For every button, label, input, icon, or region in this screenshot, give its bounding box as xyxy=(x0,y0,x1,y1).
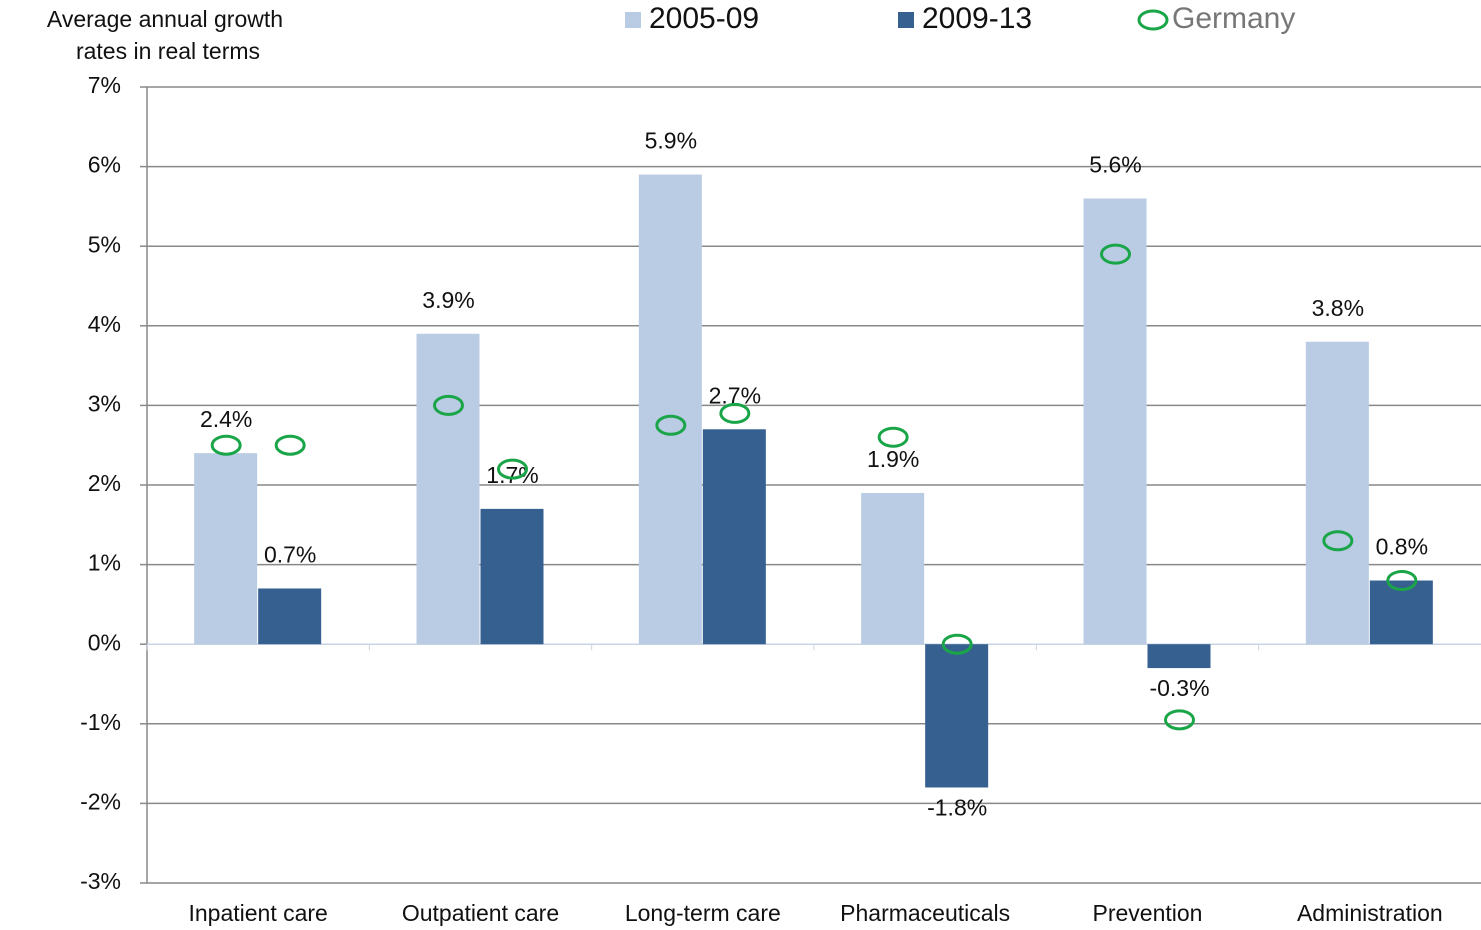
x-tick-label: Long-term care xyxy=(625,900,781,926)
bar xyxy=(1305,341,1369,645)
bar xyxy=(1083,198,1147,645)
germany-marker xyxy=(1386,570,1418,592)
x-tick-label: Prevention xyxy=(1093,900,1203,926)
data-label: 5.9% xyxy=(645,128,697,154)
data-label: -0.3% xyxy=(1149,675,1209,701)
data-label: -1.8% xyxy=(927,795,987,821)
legend-label: 2009-13 xyxy=(922,2,1032,35)
bar xyxy=(925,644,989,788)
bar xyxy=(1147,644,1211,669)
germany-marker xyxy=(1100,243,1131,265)
germany-marker xyxy=(210,434,242,456)
legend-swatch xyxy=(625,12,641,28)
bar xyxy=(416,333,480,645)
data-label: 3.8% xyxy=(1312,295,1364,321)
bar xyxy=(1369,580,1433,645)
bar xyxy=(480,508,544,645)
y-tick-label: 4% xyxy=(88,311,121,337)
x-tick-label: Pharmaceuticals xyxy=(840,900,1010,926)
bar xyxy=(702,429,766,645)
y-tick-label: 2% xyxy=(88,470,121,496)
y-tick-label: -2% xyxy=(80,788,121,814)
data-label: 1.7% xyxy=(486,462,538,488)
germany-marker xyxy=(274,434,306,456)
y-tick-label: -3% xyxy=(80,868,121,894)
germany-marker xyxy=(1164,709,1195,731)
y-tick-label: 7% xyxy=(88,72,121,98)
legend-marker xyxy=(1137,9,1169,31)
bar xyxy=(861,492,925,645)
data-label: 0.8% xyxy=(1376,534,1428,560)
y-axis-title: Average annual growth xyxy=(47,6,283,32)
y-axis-title: rates in real terms xyxy=(76,38,260,64)
data-label: 0.7% xyxy=(264,542,316,568)
y-tick-label: 3% xyxy=(88,390,121,416)
germany-marker xyxy=(719,402,751,424)
y-tick-label: 6% xyxy=(88,152,121,178)
germany-marker xyxy=(1322,530,1354,552)
germany-marker xyxy=(941,633,973,655)
germany-marker xyxy=(877,426,909,448)
y-tick-label: 1% xyxy=(88,550,121,576)
legend-label: 2005-09 xyxy=(649,2,759,35)
data-label: 5.6% xyxy=(1089,152,1141,178)
data-label: 1.9% xyxy=(867,446,919,472)
bar xyxy=(258,588,322,645)
legend-label: Germany xyxy=(1172,2,1295,35)
germany-marker xyxy=(433,394,464,416)
bar xyxy=(194,453,258,645)
data-label: 3.9% xyxy=(422,287,474,313)
y-tick-label: 0% xyxy=(88,629,121,655)
x-tick-label: Outpatient care xyxy=(402,900,559,926)
bar xyxy=(638,174,702,645)
y-tick-label: 5% xyxy=(88,231,121,257)
x-tick-label: Inpatient care xyxy=(188,900,327,926)
germany-marker xyxy=(655,414,687,436)
germany-marker xyxy=(497,458,528,480)
legend-swatch xyxy=(898,12,914,28)
x-tick-label: Administration xyxy=(1297,900,1443,926)
y-tick-label: -1% xyxy=(80,709,121,735)
data-label: 2.4% xyxy=(200,406,252,432)
